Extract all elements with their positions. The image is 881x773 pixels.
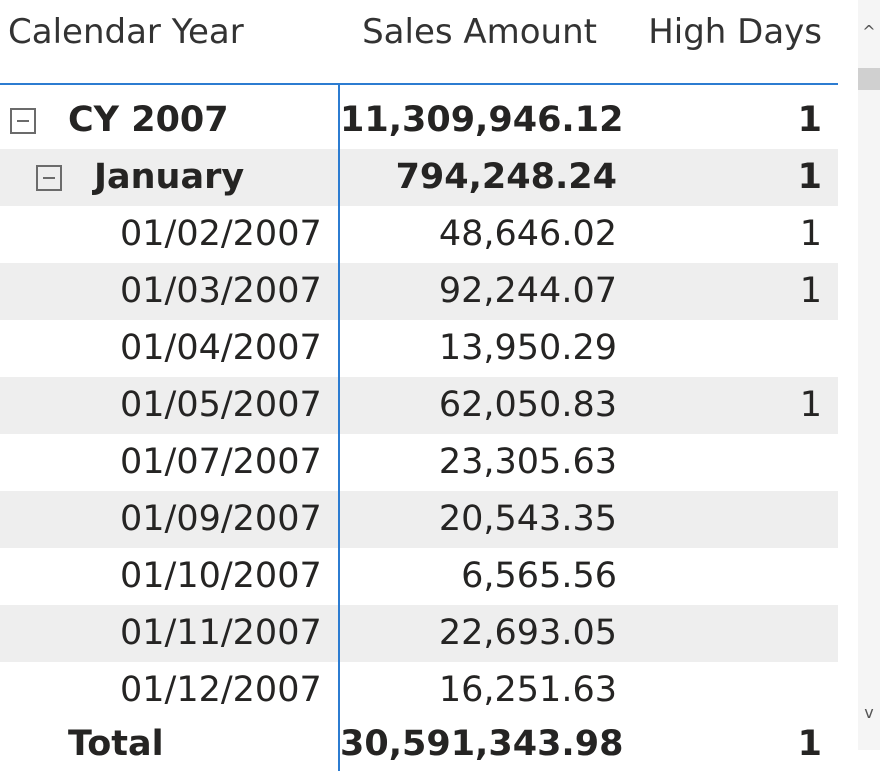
row-sales-amount: 794,248.24 — [395, 157, 617, 197]
row-sales-amount: 6,565.56 — [461, 556, 617, 596]
matrix-visual: Calendar Year Sales Amount High Days CY … — [0, 12, 838, 773]
table-row: 01/10/2007 6,565.56 — [0, 548, 838, 605]
row-sales-amount: 92,244.07 — [438, 271, 617, 311]
table-row-cy-2007: CY 2007 11,309,946.12 1 — [0, 92, 838, 149]
row-sales-amount: 13,950.29 — [438, 328, 617, 368]
row-high-days: 1 — [799, 214, 822, 254]
column-header-calendar-year[interactable]: Calendar Year — [8, 12, 244, 52]
total-sales-amount: 30,591,343.98 — [340, 724, 624, 764]
total-high-days: 1 — [797, 724, 822, 764]
total-row: Total 30,591,343.98 1 — [0, 716, 838, 773]
scrollbar-thumb[interactable] — [858, 68, 880, 90]
row-label: 01/03/2007 — [120, 271, 322, 311]
row-sales-amount: 20,543.35 — [438, 499, 617, 539]
row-high-days — [628, 548, 822, 605]
row-sales-amount: 62,050.83 — [438, 385, 617, 425]
row-sales-amount: 23,305.63 — [438, 442, 617, 482]
row-high-days — [628, 491, 822, 548]
row-high-days: 1 — [799, 271, 822, 311]
row-high-days: 1 — [797, 100, 822, 140]
row-high-days — [628, 320, 822, 377]
row-sales-amount: 11,309,946.12 — [340, 100, 624, 140]
table-row-january: January 794,248.24 1 — [0, 149, 838, 206]
table-row: 01/09/2007 20,543.35 — [0, 491, 838, 548]
column-header-sales-amount[interactable]: Sales Amount — [362, 12, 597, 52]
table-row: 01/02/2007 48,646.02 1 — [0, 206, 838, 263]
column-header-high-days[interactable]: High Days — [648, 12, 822, 52]
collapse-icon[interactable] — [10, 108, 36, 134]
row-label: 01/11/2007 — [120, 613, 322, 653]
total-label: Total — [68, 724, 164, 764]
row-label: CY 2007 — [68, 100, 229, 140]
row-label: 01/10/2007 — [120, 556, 322, 596]
row-label: January — [94, 157, 245, 197]
table-row: 01/12/2007 16,251.63 — [0, 662, 838, 719]
row-label: 01/09/2007 — [120, 499, 322, 539]
row-label: 01/02/2007 — [120, 214, 322, 254]
table-row: 01/11/2007 22,693.05 — [0, 605, 838, 662]
collapse-icon[interactable] — [36, 165, 62, 191]
row-sales-amount: 22,693.05 — [438, 613, 617, 653]
row-high-days: 1 — [797, 157, 822, 197]
column-divider — [338, 85, 340, 771]
table-row: 01/05/2007 62,050.83 1 — [0, 377, 838, 434]
row-label: 01/04/2007 — [120, 328, 322, 368]
row-label: 01/07/2007 — [120, 442, 322, 482]
scroll-down-icon[interactable]: v — [864, 703, 874, 722]
table-row: 01/04/2007 13,950.29 — [0, 320, 838, 377]
row-label: 01/12/2007 — [120, 670, 322, 710]
row-label: 01/05/2007 — [120, 385, 322, 425]
scroll-up-icon[interactable]: ^ — [862, 22, 876, 41]
row-high-days — [628, 434, 822, 491]
vertical-scrollbar[interactable] — [858, 0, 880, 750]
table-row: 01/03/2007 92,244.07 1 — [0, 263, 838, 320]
header-divider — [0, 83, 838, 85]
row-sales-amount: 48,646.02 — [438, 214, 617, 254]
row-high-days — [628, 662, 822, 719]
row-sales-amount: 16,251.63 — [438, 670, 617, 710]
row-high-days — [628, 605, 822, 662]
row-high-days: 1 — [799, 385, 822, 425]
table-row: 01/07/2007 23,305.63 — [0, 434, 838, 491]
